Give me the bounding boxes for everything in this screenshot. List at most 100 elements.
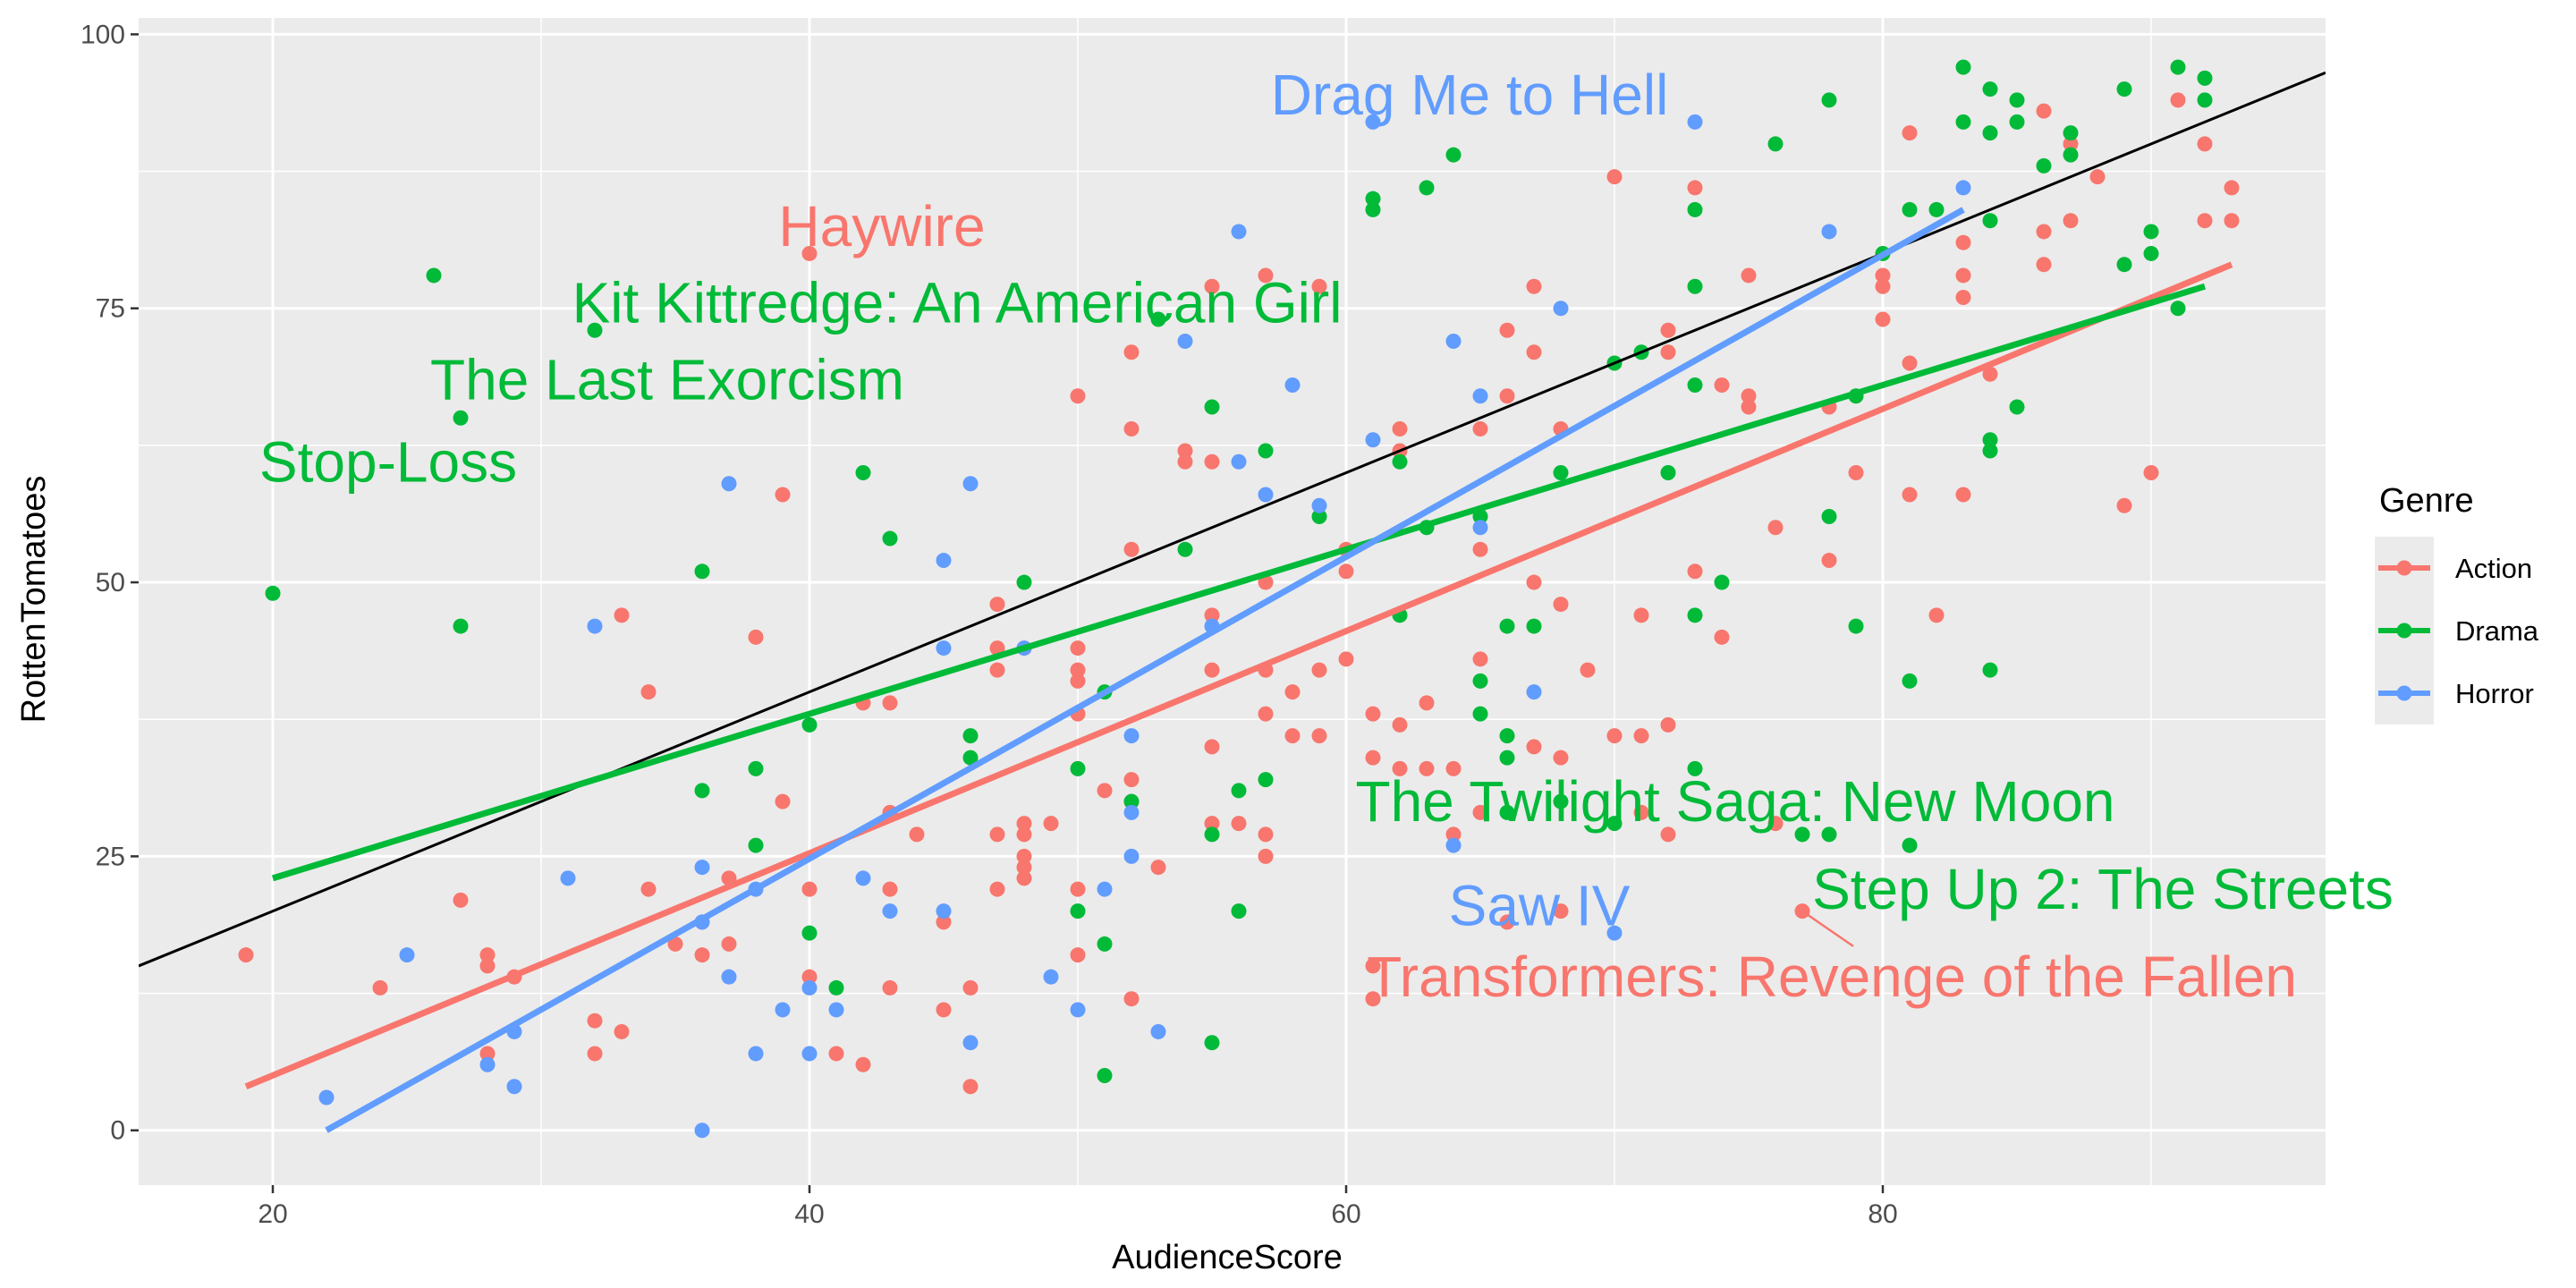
data-point-action: [2224, 180, 2240, 196]
data-point-drama: [1311, 509, 1327, 525]
data-point-horror: [1070, 1002, 1086, 1018]
annotation-label: Drag Me to Hell: [1271, 63, 1669, 127]
data-point-action: [1097, 783, 1113, 799]
data-point-action: [1875, 267, 1891, 284]
annotation-label: The Twilight Saga: New Moon: [1355, 769, 2114, 834]
data-point-drama: [2116, 257, 2132, 273]
data-point-horror: [828, 1002, 844, 1018]
data-point-drama: [426, 267, 442, 284]
data-point-horror: [801, 979, 818, 996]
data-point-action: [2170, 92, 2186, 108]
data-point-horror: [1553, 301, 1569, 317]
data-point-action: [2063, 213, 2079, 229]
data-point-action: [1499, 914, 1515, 930]
data-point-horror: [587, 618, 603, 634]
data-point-drama: [2197, 70, 2213, 86]
data-point-drama: [1982, 213, 1998, 229]
data-point-horror: [1311, 497, 1327, 513]
data-point-action: [1499, 388, 1515, 404]
data-point-drama: [1606, 816, 1623, 832]
annotation-label: Haywire: [778, 194, 985, 258]
data-point-action: [1741, 267, 1757, 284]
data-point-action: [372, 979, 388, 996]
data-point-drama: [1660, 465, 1676, 481]
data-point-drama: [1177, 541, 1193, 557]
data-point-drama: [1553, 793, 1569, 809]
data-point-drama: [2009, 399, 2025, 415]
data-point-action: [1526, 278, 1542, 294]
data-point-horror: [1231, 224, 1247, 240]
data-point-action: [479, 1046, 496, 1062]
data-point-horror: [1955, 180, 1971, 196]
data-point-drama: [1365, 201, 1381, 217]
data-point-drama: [1821, 509, 1837, 525]
data-point-action: [882, 979, 898, 996]
data-point-action: [1204, 607, 1220, 623]
data-point-drama: [1902, 201, 1918, 217]
data-point-action: [1392, 760, 1408, 776]
data-point-drama: [1231, 783, 1247, 799]
data-point-action: [1016, 816, 1032, 832]
data-point-action: [1660, 322, 1676, 338]
data-point-action: [1016, 860, 1032, 876]
data-point-action: [1204, 278, 1220, 294]
data-point-horror: [1123, 804, 1140, 820]
data-point-action: [801, 969, 818, 985]
data-point-drama: [1231, 903, 1247, 919]
data-point-action: [1338, 564, 1354, 580]
data-point-action: [1821, 553, 1837, 569]
data-point-action: [1392, 716, 1408, 733]
annotation-leader-line: [1801, 910, 1854, 947]
data-point-action: [1419, 760, 1435, 776]
data-point-drama: [1097, 1067, 1113, 1083]
data-point-drama: [1955, 59, 1971, 75]
data-point-drama: [1928, 201, 1945, 217]
data-point-horror: [1284, 377, 1301, 393]
data-point-action: [1365, 750, 1381, 766]
data-point-drama: [1982, 81, 1998, 97]
data-point-horror: [801, 1046, 818, 1062]
data-point-action: [962, 1079, 979, 1095]
data-point-drama: [1419, 180, 1435, 196]
data-point-action: [1472, 651, 1488, 667]
annotation-label: Stop-Loss: [259, 429, 517, 494]
data-point-action: [667, 936, 683, 952]
data-point-horror: [694, 860, 710, 876]
data-point-drama: [1982, 125, 1998, 141]
legend-key-point: [2396, 560, 2412, 576]
data-point-drama: [1902, 837, 1918, 853]
data-point-action: [1258, 848, 1274, 864]
data-point-action: [1258, 706, 1274, 722]
data-point-drama: [1821, 826, 1837, 843]
data-point-action: [1687, 564, 1703, 580]
data-point-drama: [2009, 114, 2025, 130]
data-point-drama: [1472, 706, 1488, 722]
data-point-action: [1150, 860, 1166, 876]
data-point-drama: [453, 618, 469, 634]
data-point-action: [1177, 443, 1193, 459]
data-point-action: [1070, 947, 1086, 963]
data-point-action: [479, 958, 496, 974]
data-point-action: [1123, 772, 1140, 788]
data-point-action: [989, 826, 1005, 843]
data-point-action: [1419, 695, 1435, 711]
data-point-horror: [1821, 224, 1837, 240]
data-point-drama: [1767, 136, 1784, 152]
data-point-drama: [1553, 465, 1569, 481]
data-point-action: [1580, 662, 1596, 678]
data-point-horror: [855, 870, 871, 886]
y-tick-label: 0: [110, 1116, 125, 1146]
data-point-drama: [2036, 157, 2052, 174]
data-point-drama: [1499, 750, 1515, 766]
data-point-action: [1365, 991, 1381, 1007]
data-point-horror: [936, 640, 952, 657]
data-point-action: [479, 947, 496, 963]
data-point-action: [453, 892, 469, 908]
data-point-action: [1258, 826, 1274, 843]
data-point-drama: [587, 322, 603, 338]
data-point-action: [936, 914, 952, 930]
data-point-horror: [775, 1002, 791, 1018]
data-point-drama: [2063, 147, 2079, 163]
data-point-action: [1499, 322, 1515, 338]
data-point-action: [1767, 816, 1784, 832]
